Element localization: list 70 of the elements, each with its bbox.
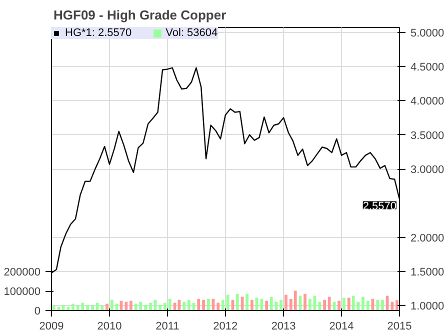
bar (270, 296, 273, 310)
bar (284, 294, 288, 310)
bar (216, 302, 220, 310)
bar (294, 290, 297, 310)
bar (376, 300, 380, 310)
bar (342, 298, 346, 310)
bar (265, 300, 268, 310)
bar (318, 302, 322, 310)
bar (187, 300, 190, 310)
bar (323, 300, 326, 310)
y-tick-label: 3.5000 (410, 130, 444, 142)
bar (381, 300, 384, 310)
bar (250, 300, 254, 310)
bar (124, 302, 128, 310)
x-tick-label: 2015 (387, 320, 412, 332)
x-tick-label: 2014 (329, 320, 354, 332)
bar (236, 294, 239, 310)
annotation: 2.5570 (362, 200, 397, 212)
bar (149, 302, 152, 310)
bar (197, 298, 200, 310)
bar (163, 302, 166, 310)
bar (280, 300, 282, 310)
bar (192, 302, 196, 310)
bar (362, 296, 364, 310)
bar (304, 294, 306, 310)
y-tick-label: 1.0000 (410, 300, 444, 313)
legend-label: Vol: 53604 (166, 27, 218, 39)
x-tick-label: 2010 (97, 320, 122, 332)
bar (207, 298, 210, 310)
bar (106, 304, 108, 310)
bar (338, 300, 340, 310)
x-tick-label: 2011 (156, 320, 180, 332)
chart-title: HGF09 - High Grade Copper (54, 8, 226, 22)
bar (158, 304, 162, 310)
bar (91, 304, 94, 310)
bar (308, 298, 312, 310)
legend-label: HG*1: 2.5570 (65, 27, 132, 39)
bar (115, 304, 118, 310)
bar (221, 300, 224, 310)
bar (182, 302, 186, 310)
bar (110, 300, 114, 310)
bar (226, 294, 230, 310)
bar (72, 304, 74, 310)
bar (366, 300, 370, 310)
bar (328, 296, 331, 310)
bar (168, 298, 172, 310)
bar (246, 294, 248, 310)
bar (52, 305, 56, 310)
bar (396, 300, 398, 310)
x-tick-label: 2012 (213, 320, 238, 332)
y-tick-label: 5.0000 (410, 27, 444, 40)
y2-tick-label: 200000 (4, 266, 41, 279)
bar (371, 298, 374, 310)
y-tick-label: 4.5000 (410, 61, 444, 74)
y-tick-label: 4.0000 (410, 96, 444, 108)
bar (144, 304, 148, 310)
bar (130, 300, 132, 310)
bar (347, 298, 350, 310)
y-tick-label: 3.0000 (410, 164, 444, 176)
bar (86, 305, 90, 310)
x-tick-label: 2009 (39, 320, 64, 332)
y-tick-label: 1.5000 (410, 266, 444, 279)
y2-tick-label: 0 (34, 306, 41, 318)
bar (386, 296, 389, 310)
x-tick-label: 2013 (271, 320, 296, 332)
y-tick-label: 2.0000 (410, 232, 444, 244)
bar (260, 298, 264, 310)
y2-tick-label: 100000 (4, 286, 41, 298)
bar (352, 296, 355, 310)
bar (202, 300, 205, 310)
